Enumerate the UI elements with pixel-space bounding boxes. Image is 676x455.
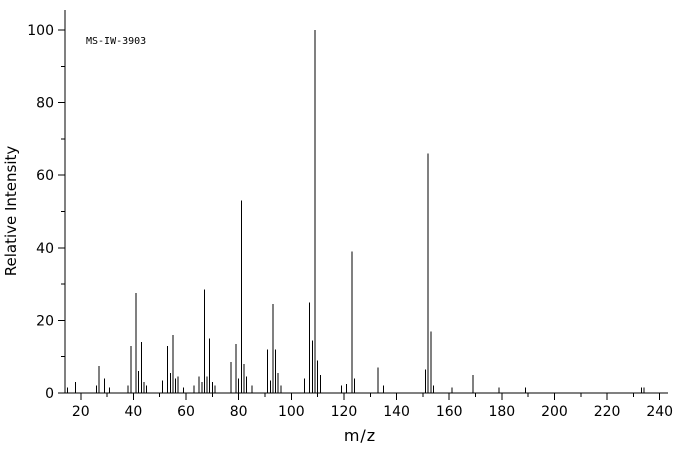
peaks-group bbox=[67, 30, 645, 393]
x-tick-label: 220 bbox=[594, 404, 621, 420]
y-tick-label: 100 bbox=[27, 23, 54, 39]
y-tick-label: 60 bbox=[36, 168, 54, 184]
x-tick-label: 100 bbox=[278, 404, 305, 420]
axis-ticks bbox=[58, 29, 661, 400]
y-tick-label: 0 bbox=[45, 386, 54, 402]
x-tick-label: 60 bbox=[177, 404, 195, 420]
x-tick-label: 120 bbox=[331, 404, 358, 420]
x-tick-label: 240 bbox=[646, 404, 673, 420]
x-tick-label: 140 bbox=[383, 404, 410, 420]
x-tick-label: 160 bbox=[436, 404, 463, 420]
tick-labels: 20 40 60 80 100 120 140 160 180 200 220 240 0 20 40 60 8… bbox=[27, 23, 673, 420]
y-tick-label: 40 bbox=[36, 241, 54, 257]
x-tick-label: 180 bbox=[488, 404, 515, 420]
x-tick-label: 200 bbox=[541, 404, 568, 420]
x-tick-label: 40 bbox=[125, 404, 143, 420]
spectrum-id-label: MS-IW-3903 bbox=[86, 36, 146, 47]
axes bbox=[64, 10, 668, 394]
y-tick-label: 20 bbox=[36, 313, 54, 329]
x-tick-label: 80 bbox=[230, 404, 248, 420]
y-axis-title: Relative Intensity bbox=[2, 146, 20, 277]
x-tick-label: 20 bbox=[72, 404, 90, 420]
y-tick-label: 80 bbox=[36, 96, 54, 112]
x-axis-title: m/z bbox=[344, 426, 376, 445]
